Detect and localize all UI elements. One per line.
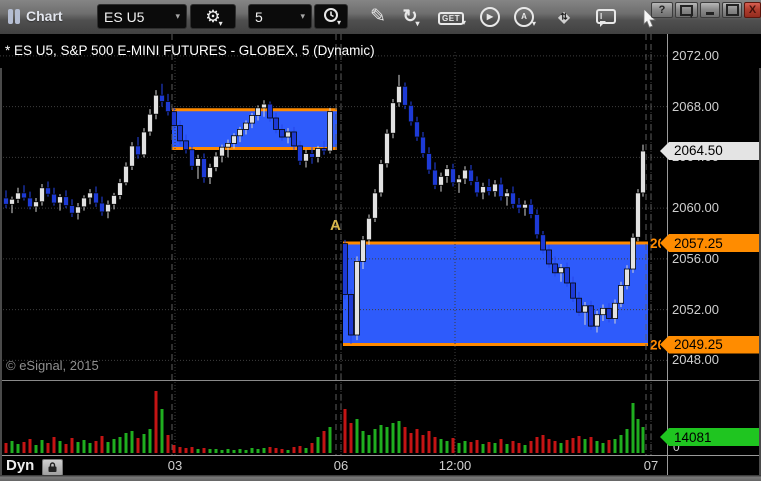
auto-trade-button[interactable]: A ▾ (512, 4, 536, 29)
time-axis[interactable]: Dyn 03 06 12:00 07 (0, 455, 761, 476)
interval-value: 5 (255, 8, 263, 25)
toolbar: Chart ES U5 ▾ ⚙ ▾ 5 ▾ ▾ ✎ ↻ ▾ GET ▾ (0, 0, 761, 35)
maximize-icon (725, 4, 739, 16)
time-interval-button[interactable]: ▾ (314, 4, 348, 29)
chevron-down-icon: ▾ (300, 11, 305, 21)
maximize-button[interactable] (722, 2, 742, 18)
get-data-icon: GET ▾ (438, 8, 466, 27)
chart-region: 2057.25 2049.25 * ES U5, S&P 500 E-MINI F… (0, 34, 761, 481)
window-left-edge (0, 68, 2, 481)
replay-button[interactable]: ▶ (478, 4, 502, 29)
gridlines-layer (0, 34, 668, 455)
get-data-button[interactable]: GET ▾ (438, 4, 466, 29)
time-axis-label: 06 (333, 458, 349, 473)
window-title: Chart (8, 8, 63, 24)
zone-edge-labels: 2057.25 2049.25 (650, 236, 699, 353)
pane-separator[interactable] (0, 380, 761, 381)
close-button[interactable]: X (744, 2, 761, 18)
clock-icon: ▾ (323, 7, 341, 27)
updown-diamond-icon: ◆ ⇅ (557, 8, 571, 26)
symbol-value: ES U5 (104, 8, 145, 25)
annotation-label: A (330, 217, 341, 234)
time-axis-label: 03 (167, 458, 183, 473)
candles-layer (3, 74, 646, 344)
zones-layer (172, 108, 648, 347)
symbol-dropdown[interactable]: ES U5 ▾ (97, 4, 187, 29)
price-axis-label: 2048.00 (672, 352, 719, 368)
time-axis-label: 12:00 (438, 458, 472, 473)
minimize-button[interactable] (700, 2, 720, 18)
chart-app-icon (8, 8, 22, 24)
restore-dock-button[interactable] (675, 2, 698, 20)
volume-layer (4, 391, 645, 453)
draw-tool-button[interactable]: ✎ (366, 4, 390, 29)
play-icon: ▶ (480, 6, 500, 27)
refresh-icon: ↻ ▾ (402, 6, 420, 28)
price-axis-label: 2068.00 (672, 98, 719, 114)
svg-text:2049.25: 2049.25 (650, 338, 699, 353)
copyright-text: © eSignal, 2015 (6, 358, 99, 373)
pencil-icon: ✎ (370, 6, 386, 27)
help-label: ? (658, 4, 666, 16)
price-axis-label: 2072.00 (672, 47, 719, 63)
price-chart-plot[interactable]: 2057.25 2049.25 (0, 34, 761, 455)
order-swap-button[interactable]: ◆ ⇅ (552, 4, 576, 29)
chevron-down-icon: ▾ (175, 11, 180, 21)
volume-badge: 14081 (660, 428, 760, 446)
volume-axis-zero-label: 0 (673, 440, 680, 454)
time-axis-label: 07 (643, 458, 659, 473)
window-bottom-frame (0, 475, 761, 481)
last-price-badge: 2064.50 (660, 141, 760, 160)
reload-button[interactable]: ↻ ▾ (398, 4, 422, 29)
svg-text:2057.25: 2057.25 (650, 236, 699, 251)
chart-title: * ES U5, S&P 500 E-MINI FUTURES - GLOBEX… (5, 43, 375, 58)
price-axis-line (667, 34, 668, 475)
zone-price-badge: 2057.25 (660, 234, 760, 252)
lock-button[interactable] (42, 459, 63, 476)
dynamic-pane-label: Dyn (6, 457, 35, 474)
minimize-icon (706, 11, 714, 15)
notes-button[interactable]: I (594, 4, 618, 29)
window-title-label: Chart (26, 8, 63, 24)
gear-icon: ⚙ ▾ (205, 6, 223, 28)
interval-dropdown[interactable]: 5 ▾ (248, 4, 312, 29)
zone-price-badge: 2049.25 (660, 335, 760, 354)
comment-bubble-icon: I (596, 9, 616, 27)
price-axis-label: 2056.00 (672, 250, 719, 266)
close-icon: X (748, 4, 757, 16)
cursor-tool-button[interactable] (638, 7, 662, 33)
auto-a-icon: A ▾ (514, 6, 536, 28)
window-right-edge (759, 68, 761, 481)
padlock-icon (48, 462, 57, 472)
symbol-settings-button[interactable]: ⚙ ▾ (190, 4, 236, 29)
price-axis-label: 2052.00 (672, 301, 719, 317)
price-axis-label: 2060.00 (672, 200, 719, 216)
pointer-cursor-icon (643, 7, 658, 33)
help-button[interactable]: ? (651, 2, 673, 18)
dock-window-icon (680, 4, 693, 20)
